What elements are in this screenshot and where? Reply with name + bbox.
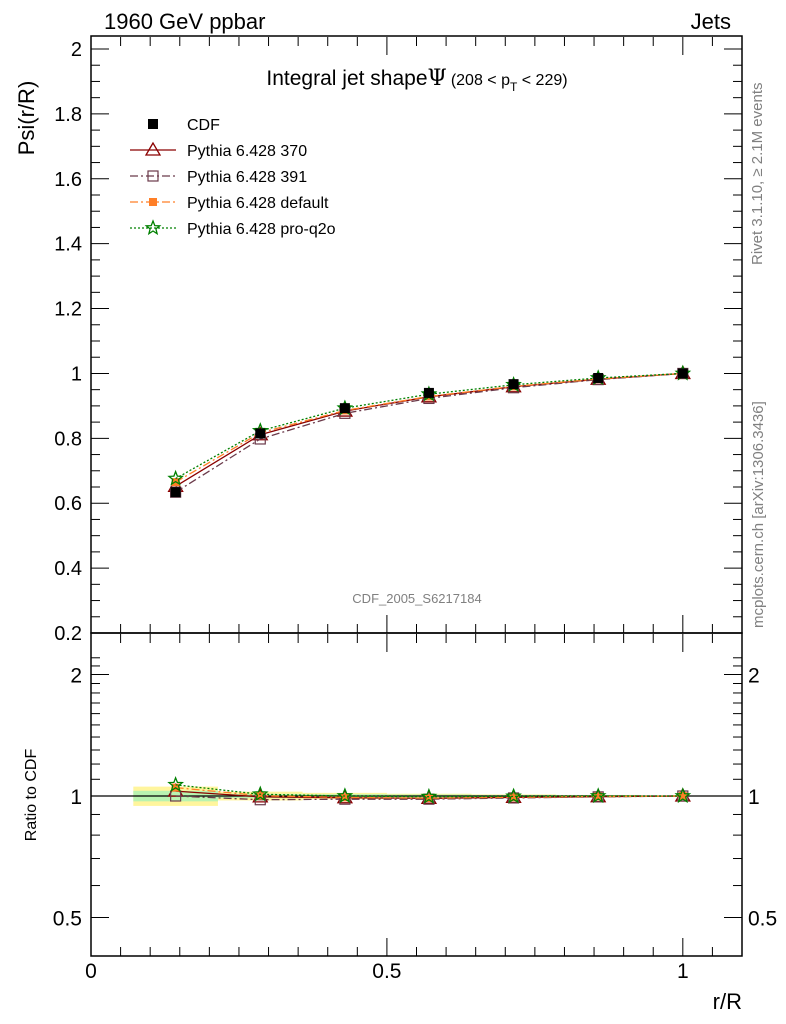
ratio-panel: 0.5 0.51 12 2 Ratio to CDF 0 0.5 1 r/R bbox=[23, 632, 777, 1014]
series-cdf bbox=[170, 368, 688, 498]
main-y-tick-label: 2 bbox=[71, 39, 82, 61]
rivet-version-label: Rivet 3.1.10, ≥ 2.1M events bbox=[749, 83, 766, 266]
main-y-tick-label: 1.2 bbox=[54, 299, 82, 321]
ratio-line bbox=[175, 784, 683, 798]
main-y-tick-label: 0.6 bbox=[54, 493, 82, 515]
main-y-tick-labels: 0.2 0.4 0.6 0.8 1 1.2 1.4 1.6 1.8 2 bbox=[54, 39, 82, 645]
data-point bbox=[167, 469, 184, 486]
ratio-y-tick-label-right: 1 bbox=[748, 786, 760, 809]
main-axis-ticks bbox=[90, 37, 742, 634]
legend-label: CDF bbox=[187, 117, 220, 134]
data-point bbox=[170, 487, 181, 498]
legend: CDF Pythia 6.428 370 Pythia 6.428 391 Pythi… bbox=[130, 117, 336, 238]
ratio-point bbox=[674, 787, 692, 804]
x-tick-label: 0.5 bbox=[372, 960, 401, 983]
legend-marker bbox=[149, 198, 157, 206]
legend-label: Pythia 6.428 370 bbox=[187, 143, 307, 160]
main-y-tick-label: 0.8 bbox=[54, 428, 82, 450]
data-point bbox=[593, 372, 604, 383]
ratio-y-tick-label-right: 0.5 bbox=[748, 908, 777, 931]
analysis-watermark: CDF_2005_S6217184 bbox=[352, 591, 481, 606]
series-pythia-6-428-pro-q2o bbox=[167, 364, 692, 486]
ratio-y-tick-label-left: 0.5 bbox=[53, 908, 82, 931]
ratio-y-tick-label-left: 1 bbox=[70, 786, 82, 809]
main-panel: 0.2 0.4 0.6 0.8 1 1.2 1.4 1.6 1.8 2 Psi(r/R) Inte… bbox=[14, 35, 743, 645]
legend-item: Pythia 6.428 pro-q2o bbox=[130, 219, 336, 238]
ratio-y-tick-label-right: 2 bbox=[748, 665, 760, 688]
x-tick-label: 1 bbox=[677, 960, 689, 983]
data-point bbox=[508, 379, 519, 390]
ratio-point bbox=[589, 787, 607, 804]
data-point bbox=[255, 428, 266, 439]
ratio-point bbox=[420, 787, 438, 804]
main-y-tick-label: 0.2 bbox=[54, 623, 82, 645]
mcplots-reference-label: mcplots.cern.ch [arXiv:1306.3436] bbox=[750, 401, 767, 628]
x-axis-label: r/R bbox=[713, 989, 742, 1014]
ratio-point bbox=[507, 792, 520, 804]
main-y-tick-label: 1 bbox=[71, 363, 82, 385]
ratio-point bbox=[509, 793, 518, 802]
main-y-axis-label: Psi(r/R) bbox=[14, 81, 39, 156]
legend-marker bbox=[144, 141, 162, 156]
ratio-point bbox=[424, 794, 433, 803]
ratio-data-series bbox=[167, 775, 692, 806]
main-y-tick-label: 0.4 bbox=[54, 558, 82, 580]
ratio-y-tick-labels: 0.5 0.5 1 1 2 2 bbox=[53, 665, 777, 931]
plot-title: Integral jet shapeΨ (208 < pT < 229) bbox=[266, 66, 567, 94]
ratio-point bbox=[594, 792, 603, 801]
x-tick-label: 0 bbox=[85, 960, 97, 983]
ratio-y-tick-label-left: 2 bbox=[70, 665, 82, 688]
data-point bbox=[339, 403, 350, 414]
legend-marker bbox=[144, 219, 162, 236]
legend-item: Pythia 6.428 default bbox=[130, 195, 329, 212]
main-y-tick-label: 1.6 bbox=[54, 169, 82, 191]
legend-marker bbox=[148, 119, 158, 129]
ratio-point bbox=[678, 792, 687, 800]
legend-label: Pythia 6.428 391 bbox=[187, 169, 307, 186]
ratio-series-pythia-6-428-pro-q2o bbox=[167, 775, 692, 804]
legend-item: Pythia 6.428 370 bbox=[130, 141, 307, 160]
ratio-point bbox=[167, 775, 185, 792]
ratio-point bbox=[256, 791, 265, 800]
main-y-tick-label: 1.4 bbox=[54, 234, 82, 256]
legend-label: Pythia 6.428 default bbox=[187, 195, 329, 212]
legend-label: Pythia 6.428 pro-q2o bbox=[187, 221, 336, 238]
ratio-point bbox=[336, 787, 354, 804]
ratio-axis-ticks bbox=[90, 634, 742, 956]
legend-item: Pythia 6.428 391 bbox=[130, 169, 307, 186]
ratio-y-axis-label: Ratio to CDF bbox=[23, 749, 40, 842]
data-point bbox=[423, 387, 434, 398]
main-data-series bbox=[167, 364, 692, 498]
legend-item: CDF bbox=[148, 117, 220, 134]
series-pythia-6-428-370 bbox=[167, 365, 691, 493]
x-tick-labels: 0 0.5 1 bbox=[85, 960, 689, 983]
data-point bbox=[677, 368, 688, 379]
main-y-tick-label: 1.8 bbox=[54, 104, 82, 126]
header-process-label: Jets bbox=[691, 9, 731, 34]
ratio-point bbox=[251, 785, 269, 802]
ratio-point bbox=[505, 787, 522, 804]
header-collision-label: 1960 GeV ppbar bbox=[104, 9, 265, 34]
ratio-point bbox=[340, 793, 349, 802]
legend-marker bbox=[147, 170, 159, 182]
